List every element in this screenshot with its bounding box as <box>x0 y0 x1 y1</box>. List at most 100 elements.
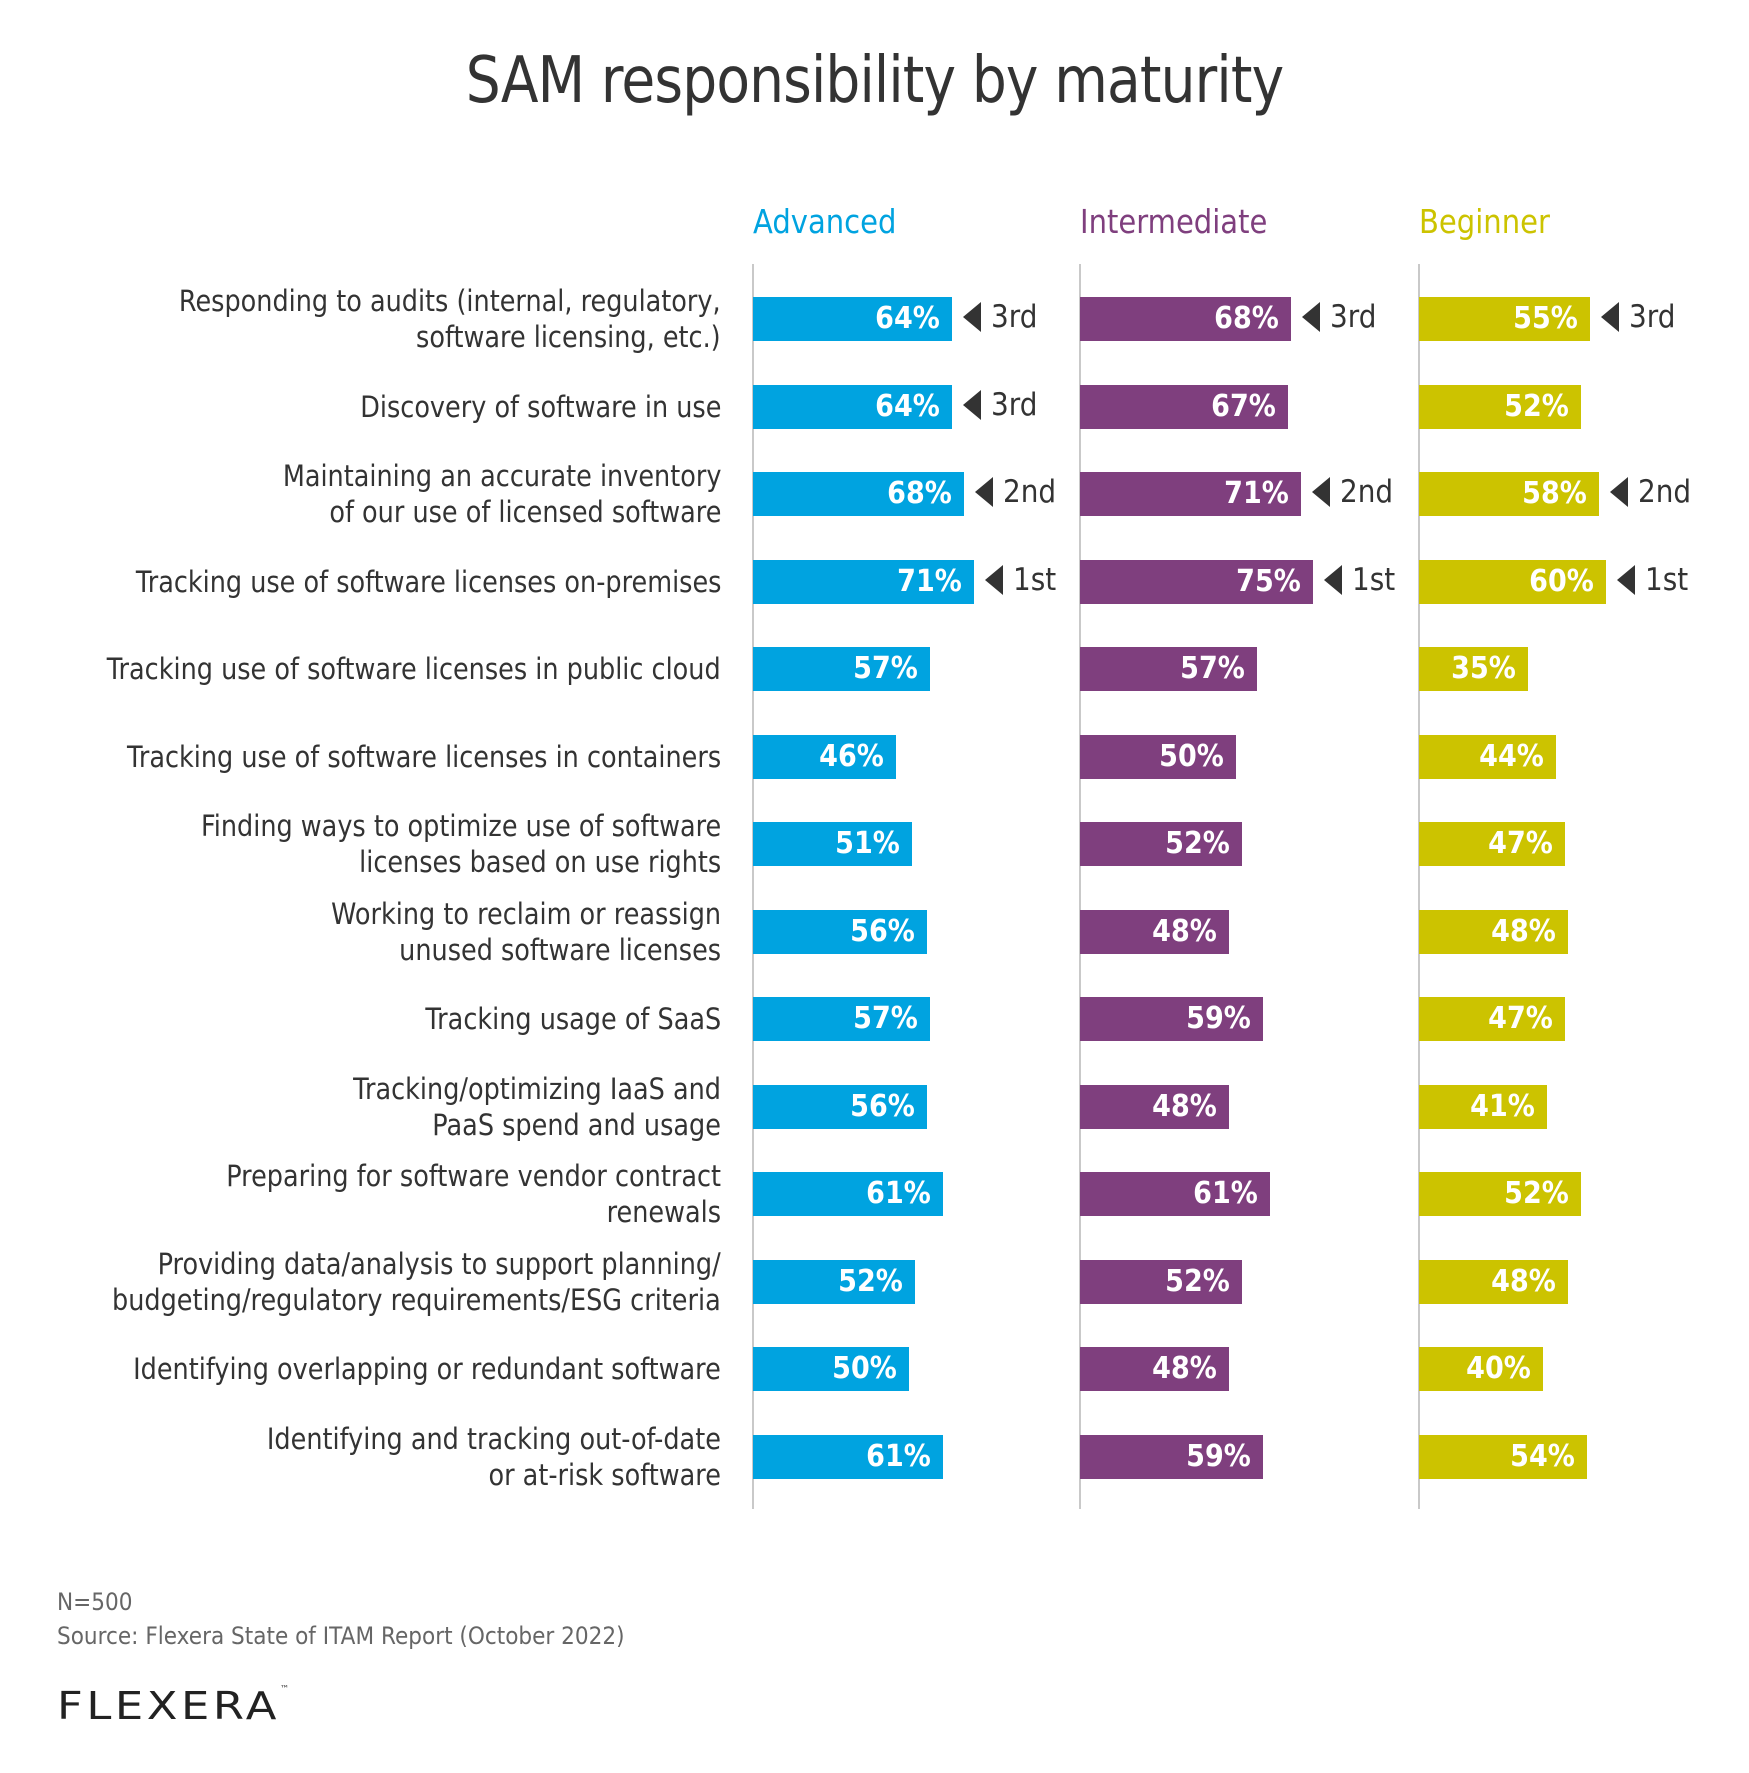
bar-value-label: 51% <box>835 826 900 861</box>
bar-value-label: 59% <box>1186 1001 1251 1036</box>
bar-value-label: 48% <box>1152 1089 1217 1124</box>
bar-advanced: 46% <box>753 735 896 779</box>
bar-advanced: 56% <box>753 910 927 954</box>
bar-value-label: 48% <box>1491 914 1556 949</box>
category-label-text: Tracking use of software licenses in pub… <box>107 652 721 686</box>
bar-beginner: 41% <box>1419 1085 1547 1129</box>
left-triangle-icon <box>985 565 1003 595</box>
rank-label: 3rd <box>1330 299 1377 335</box>
bar-value-label: 61% <box>1193 1176 1258 1211</box>
bar-value-label: 50% <box>1159 739 1224 774</box>
rank-marker: 2nd <box>1312 470 1399 514</box>
left-triangle-icon <box>1302 302 1320 332</box>
bar-advanced: 56% <box>753 1085 927 1129</box>
bar-beginner: 55% <box>1419 297 1590 341</box>
rank-label: 1st <box>1645 562 1689 598</box>
bar-value-label: 35% <box>1451 651 1516 686</box>
category-label: Responding to audits (internal, regulato… <box>21 279 721 359</box>
bar-value-label: 71% <box>897 564 962 599</box>
left-triangle-icon <box>1601 302 1619 332</box>
bar-value-label: 54% <box>1510 1439 1575 1474</box>
axis-line-advanced <box>752 264 754 1509</box>
bar-value-label: 47% <box>1488 1001 1553 1036</box>
bar-value-label: 68% <box>887 476 952 511</box>
category-label-text: Discovery of software in use <box>359 389 721 424</box>
bar-advanced: 68% <box>753 472 964 516</box>
bar-value-label: 48% <box>1152 1351 1217 1386</box>
source-note: Source: Flexera State of ITAM Report (Oc… <box>57 1622 625 1650</box>
category-label: Tracking use of software licenses on-pre… <box>21 542 721 622</box>
rank-label: 2nd <box>1340 474 1394 510</box>
category-label-text: Maintaining an accurate inventory of our… <box>282 459 721 529</box>
category-label: Working to reclaim or reassign unused so… <box>21 892 721 972</box>
bar-advanced: 61% <box>753 1172 943 1216</box>
axis-line-intermediate <box>1079 264 1081 1509</box>
series-header-advanced: Advanced <box>753 202 897 241</box>
rank-marker: 2nd <box>1610 470 1697 514</box>
bar-value-label: 58% <box>1522 476 1587 511</box>
bar-value-label: 41% <box>1470 1089 1535 1124</box>
bar-advanced: 61% <box>753 1435 943 1479</box>
bar-value-label: 40% <box>1466 1351 1531 1386</box>
bar-intermediate: 50% <box>1080 735 1236 779</box>
rank-label: 2nd <box>1003 474 1057 510</box>
category-label: Maintaining an accurate inventory of our… <box>21 454 721 534</box>
bar-value-label: 46% <box>819 739 884 774</box>
bar-intermediate: 67% <box>1080 385 1288 429</box>
bar-value-label: 61% <box>866 1176 931 1211</box>
category-label-text: Identifying and tracking out-of-date or … <box>267 1421 721 1492</box>
rank-marker: 3rd <box>1302 295 1382 339</box>
category-label: Tracking use of software licenses in pub… <box>21 629 721 709</box>
bar-beginner: 47% <box>1419 997 1565 1041</box>
bar-beginner: 40% <box>1419 1347 1543 1391</box>
bar-value-label: 52% <box>1165 826 1230 861</box>
bar-value-label: 57% <box>853 1001 918 1036</box>
bar-value-label: 44% <box>1479 739 1544 774</box>
flexera-logo: FLEXERA™ <box>57 1684 289 1728</box>
bar-beginner: 52% <box>1419 385 1581 429</box>
bar-beginner: 60% <box>1419 560 1606 604</box>
bar-advanced: 64% <box>753 297 952 341</box>
bar-beginner: 48% <box>1419 1260 1568 1304</box>
category-label: Preparing for software vendor contract r… <box>21 1154 721 1234</box>
series-header-beginner: Beginner <box>1419 202 1550 241</box>
bar-value-label: 75% <box>1236 564 1301 599</box>
bar-intermediate: 48% <box>1080 910 1229 954</box>
bar-value-label: 52% <box>1504 389 1569 424</box>
category-label: Discovery of software in use <box>21 367 721 447</box>
sample-size-note: N=500 <box>57 1588 133 1616</box>
category-label-text: Tracking use of software licenses in con… <box>126 739 721 774</box>
rank-marker: 3rd <box>963 383 1043 427</box>
bar-value-label: 64% <box>875 389 940 424</box>
bar-advanced: 71% <box>753 560 974 604</box>
category-label-text: Tracking/optimizing IaaS and PaaS spend … <box>353 1071 721 1142</box>
bar-intermediate: 75% <box>1080 560 1313 604</box>
logo-text: FLEXERA <box>57 1684 280 1728</box>
bar-intermediate: 52% <box>1080 822 1242 866</box>
bar-beginner: 47% <box>1419 822 1565 866</box>
left-triangle-icon <box>975 477 993 507</box>
category-label-text: Identifying overlapping or redundant sof… <box>133 1352 721 1386</box>
bar-intermediate: 57% <box>1080 647 1257 691</box>
bar-value-label: 48% <box>1491 1264 1556 1299</box>
bar-advanced: 57% <box>753 647 930 691</box>
left-triangle-icon <box>963 302 981 332</box>
rank-label: 3rd <box>1629 299 1676 335</box>
bar-intermediate: 59% <box>1080 1435 1263 1479</box>
bar-beginner: 52% <box>1419 1172 1581 1216</box>
category-label-text: Preparing for software vendor contract r… <box>226 1159 721 1229</box>
bar-value-label: 52% <box>838 1264 903 1299</box>
left-triangle-icon <box>1312 477 1330 507</box>
bar-value-label: 56% <box>850 914 915 949</box>
chart-title: SAM responsibility by maturity <box>465 44 1284 118</box>
bar-value-label: 57% <box>1180 651 1245 686</box>
bar-beginner: 54% <box>1419 1435 1587 1479</box>
axis-line-beginner <box>1418 264 1420 1509</box>
series-header-intermediate: Intermediate <box>1080 202 1268 241</box>
bar-intermediate: 52% <box>1080 1260 1242 1304</box>
category-label-text: Tracking usage of SaaS <box>425 1002 721 1036</box>
category-label-text: Responding to audits (internal, regulato… <box>179 284 721 354</box>
category-label: Identifying overlapping or redundant sof… <box>21 1329 721 1409</box>
bar-value-label: 68% <box>1214 301 1279 336</box>
rank-marker: 3rd <box>963 295 1043 339</box>
